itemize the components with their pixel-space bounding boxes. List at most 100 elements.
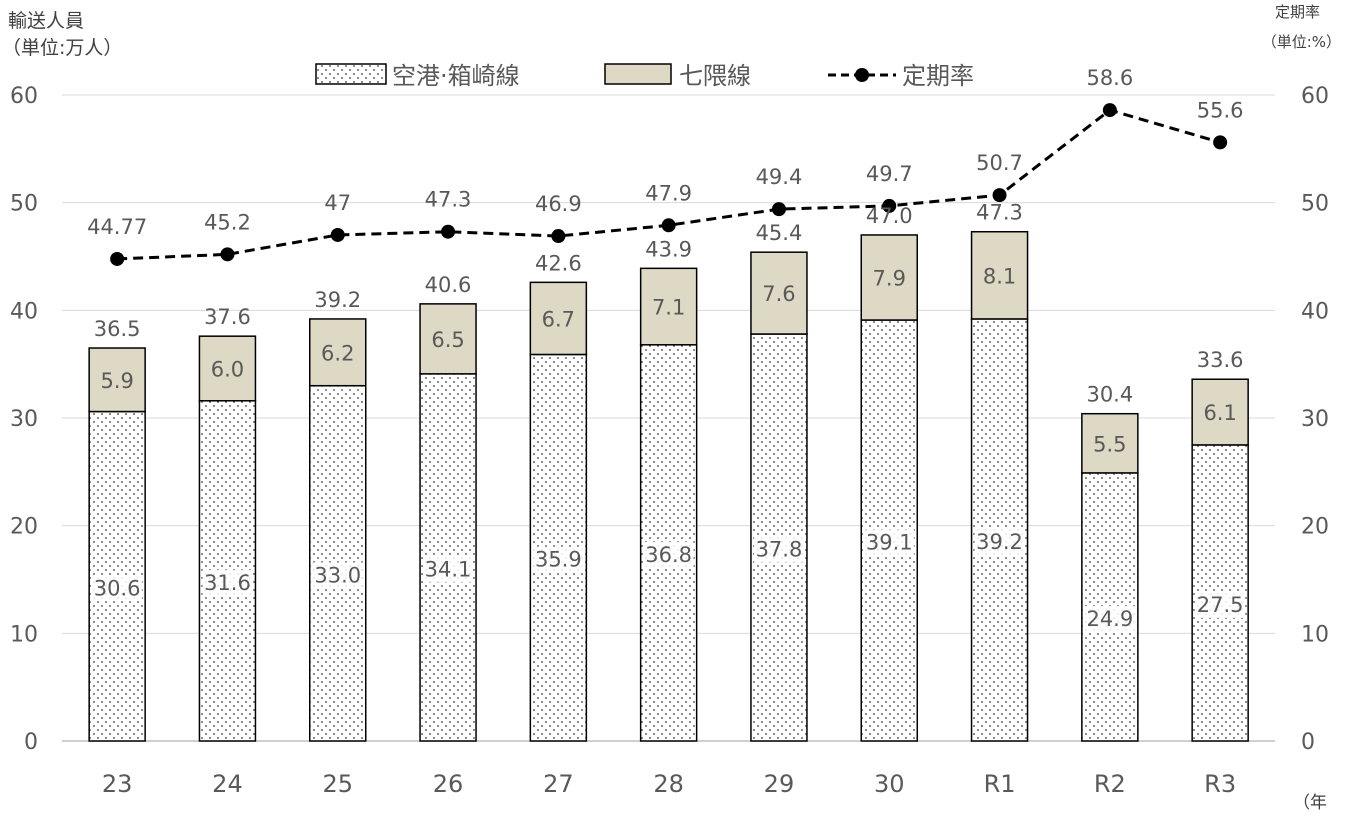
data-label-airport-hakozaki: 36.8 xyxy=(645,543,692,567)
data-label-nanakuma: 6.5 xyxy=(431,328,464,352)
rate-line xyxy=(110,103,1228,266)
rate-point xyxy=(220,247,235,262)
legend-label-airport-hakozaki: 空港·箱崎線 xyxy=(392,62,520,90)
data-label-total: 30.4 xyxy=(1086,383,1133,407)
data-label-nanakuma: 6.0 xyxy=(211,357,244,381)
data-label-total: 45.4 xyxy=(756,221,803,245)
bar-nanakuma xyxy=(970,230,1029,320)
rate-point xyxy=(661,218,676,233)
data-label-nanakuma: 6.1 xyxy=(1203,401,1236,425)
data-label-total: 36.5 xyxy=(94,317,141,341)
data-label-rate: 47 xyxy=(324,191,351,215)
data-label-airport-hakozaki: 31.6 xyxy=(204,571,251,595)
data-label-rate: 49.7 xyxy=(866,162,913,186)
x-axis-title: （年 xyxy=(1293,793,1327,813)
data-label-total: 42.6 xyxy=(535,251,582,275)
data-label-nanakuma: 7.9 xyxy=(873,266,906,290)
legend-label-nanakuma: 七隈線 xyxy=(679,62,751,90)
y-tick-label: 50 xyxy=(10,192,38,217)
label-backdrop xyxy=(753,536,804,563)
y-tick-label: 30 xyxy=(10,407,38,432)
label-backdrop xyxy=(974,528,1025,555)
label-backdrop xyxy=(423,556,474,583)
rate-point xyxy=(1102,103,1117,118)
x-tick-label: R1 xyxy=(984,770,1016,798)
label-backdrop xyxy=(643,541,694,568)
data-label-total: 47.3 xyxy=(976,201,1023,225)
data-label-airport-hakozaki: 34.1 xyxy=(425,557,472,581)
axes: 0 10 20 30 40 50 60 0 10 20 30 40 50 60 23 24 25 26 27 28 29… xyxy=(10,84,1329,798)
rate-point xyxy=(110,251,125,266)
data-label-airport-hakozaki: 33.0 xyxy=(314,563,361,587)
bar-nanakuma xyxy=(1191,378,1249,446)
label-backdrop xyxy=(92,575,143,602)
data-label-rate: 58.6 xyxy=(1086,66,1133,90)
bar-nanakuma xyxy=(529,281,588,356)
data-label-nanakuma: 7.6 xyxy=(762,282,795,306)
legend: 空港·箱崎線 七隈線 定期率 xyxy=(315,62,974,90)
data-label-airport-hakozaki: 27.5 xyxy=(1197,593,1244,617)
data-label-total: 33.6 xyxy=(1197,348,1244,372)
label-backdrop xyxy=(312,562,363,589)
data-label-nanakuma: 6.2 xyxy=(321,341,354,365)
data-label-nanakuma: 7.1 xyxy=(652,296,685,320)
bar-nanakuma xyxy=(860,234,918,321)
x-tick-label: 24 xyxy=(212,770,243,798)
data-label-rate: 46.9 xyxy=(535,192,582,216)
bar-nanakuma xyxy=(639,267,698,346)
data-label-total: 47.0 xyxy=(866,204,913,228)
data-label-nanakuma: 5.5 xyxy=(1093,432,1126,456)
rate-point xyxy=(441,224,456,239)
x-tick-label: 30 xyxy=(874,770,905,798)
data-label-rate: 47.3 xyxy=(425,188,472,212)
x-tick-label: 25 xyxy=(322,770,353,798)
y2-tick-label: 30 xyxy=(1301,407,1329,432)
y2-tick-label: 0 xyxy=(1301,730,1315,755)
bar-nanakuma xyxy=(88,347,146,413)
x-tick-label: R3 xyxy=(1204,770,1236,798)
legend-label-rate: 定期率 xyxy=(902,62,974,90)
data-label-total: 37.6 xyxy=(204,305,251,329)
y-axis-title-line2: （単位:万人） xyxy=(2,37,122,59)
y-tick-label: 40 xyxy=(10,299,38,324)
label-backdrop xyxy=(1195,591,1246,618)
bar-nanakuma xyxy=(750,251,808,335)
y2-tick-label: 40 xyxy=(1301,299,1329,324)
data-label-total: 39.2 xyxy=(314,288,361,312)
y-tick-label: 0 xyxy=(24,730,38,755)
x-tick-label: R2 xyxy=(1094,770,1126,798)
bar-nanakuma xyxy=(419,303,477,375)
data-label-airport-hakozaki: 30.6 xyxy=(94,576,141,600)
y-tick-label: 20 xyxy=(10,515,38,540)
y2-axis-title-line2: （単位:%） xyxy=(1262,33,1341,51)
data-label-rate: 44.77 xyxy=(87,215,147,239)
legend-swatch-nanakuma xyxy=(604,63,672,85)
y-tick-label: 60 xyxy=(10,84,38,109)
x-tick-label: 27 xyxy=(543,770,574,798)
label-backdrop xyxy=(202,569,253,596)
label-backdrop xyxy=(1084,605,1135,632)
data-label-rate: 47.9 xyxy=(645,181,692,205)
x-tick-label: 23 xyxy=(102,770,133,798)
rate-point xyxy=(551,229,566,244)
data-label-total: 43.9 xyxy=(645,237,692,261)
y-axis-title-line1: 輸送人員 xyxy=(8,10,84,32)
label-backdrop xyxy=(864,529,915,556)
rate-point xyxy=(330,227,345,242)
data-label-total: 40.6 xyxy=(425,273,472,297)
bar-nanakuma xyxy=(1081,412,1139,474)
rate-point xyxy=(882,198,897,213)
data-label-rate: 55.6 xyxy=(1197,98,1244,122)
bar-nanakuma xyxy=(198,335,257,402)
data-label-airport-hakozaki: 35.9 xyxy=(535,548,582,572)
bar-nanakuma xyxy=(309,318,367,387)
data-label-nanakuma: 6.7 xyxy=(542,307,575,331)
y2-tick-label: 50 xyxy=(1301,192,1329,217)
x-tick-label: 28 xyxy=(653,770,684,798)
rate-point xyxy=(1213,135,1228,150)
data-label-airport-hakozaki: 24.9 xyxy=(1086,607,1133,631)
data-label-rate: 49.4 xyxy=(756,165,803,189)
data-label-rate: 50.7 xyxy=(976,151,1023,175)
x-tick-label: 29 xyxy=(764,770,795,798)
